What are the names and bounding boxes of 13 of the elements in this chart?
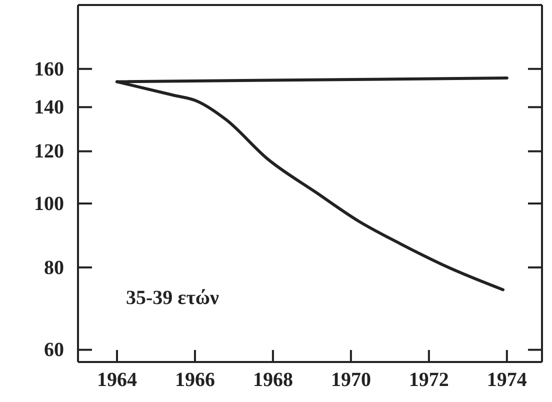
x-tick-label: 1972 xyxy=(408,369,449,391)
x-tick-label: 1970 xyxy=(330,369,371,391)
x-tick-label: 1966 xyxy=(174,369,215,391)
y-tick-label: 100 xyxy=(34,192,64,215)
y-tick-label: 140 xyxy=(34,96,64,119)
x-tick-label: 1964 xyxy=(96,369,137,391)
y-tick-label: 120 xyxy=(34,140,64,163)
x-tick-label: 1974 xyxy=(486,369,527,391)
y-tick-label: 60 xyxy=(44,339,64,362)
annotation: 35-39 ετών xyxy=(126,287,220,309)
y-tick-label: 160 xyxy=(34,58,64,80)
x-tick-label: 1968 xyxy=(252,369,293,391)
y-tick-label: 80 xyxy=(44,256,64,279)
